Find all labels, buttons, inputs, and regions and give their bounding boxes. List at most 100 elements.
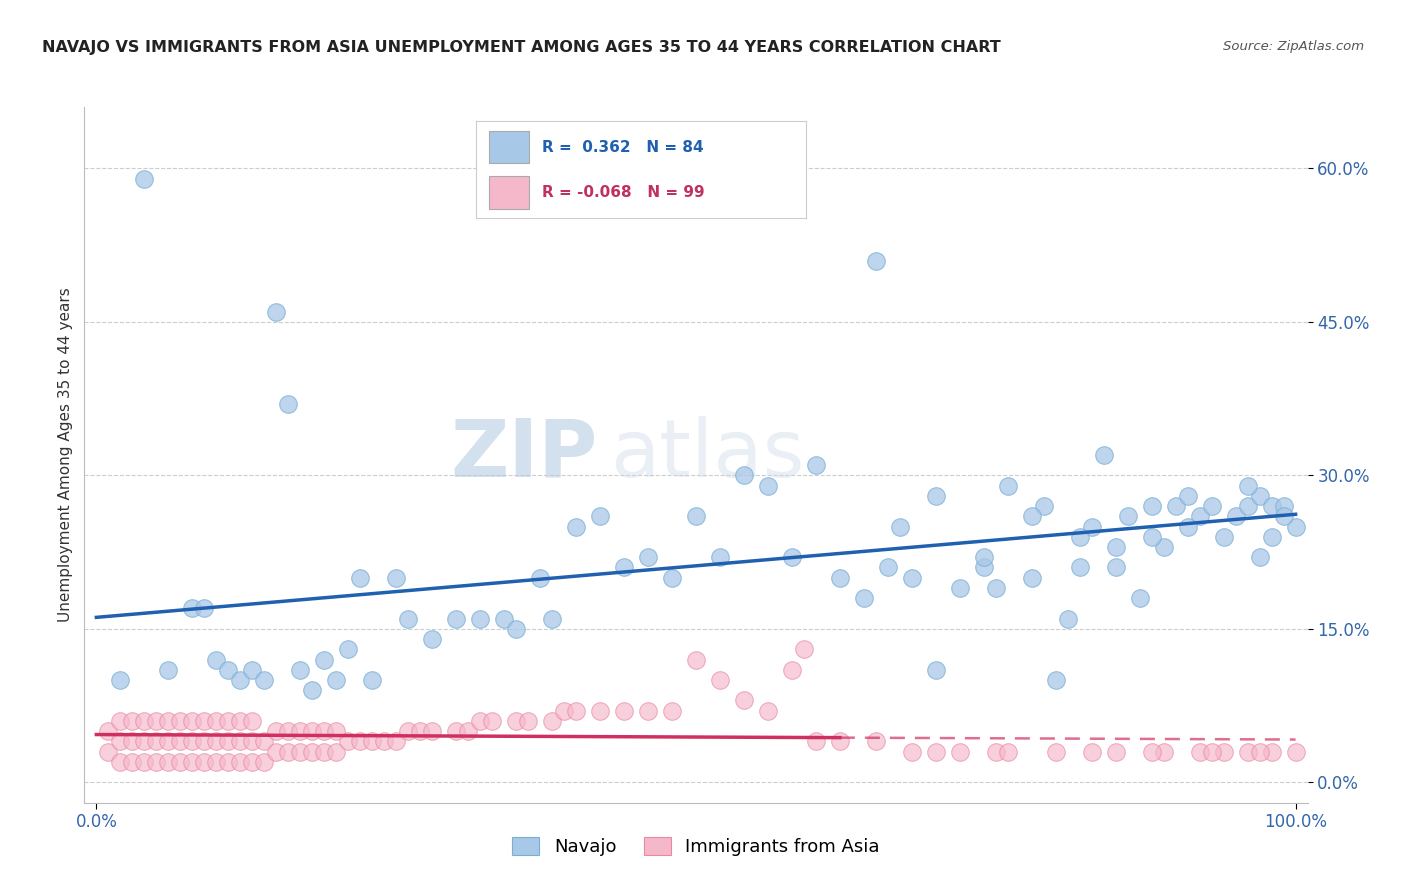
Point bbox=[780, 663, 803, 677]
Point bbox=[1045, 673, 1067, 687]
Point bbox=[457, 724, 479, 739]
Point bbox=[1032, 499, 1054, 513]
Point bbox=[637, 704, 659, 718]
Point bbox=[828, 571, 851, 585]
Point bbox=[1105, 560, 1128, 574]
Point bbox=[1249, 550, 1271, 565]
Point bbox=[337, 642, 360, 657]
Point bbox=[444, 724, 467, 739]
Point bbox=[444, 612, 467, 626]
Point bbox=[1177, 489, 1199, 503]
Point bbox=[1260, 499, 1282, 513]
Point bbox=[1021, 509, 1043, 524]
Point bbox=[205, 755, 228, 769]
Point bbox=[733, 468, 755, 483]
Point bbox=[121, 734, 143, 748]
Point bbox=[1284, 519, 1306, 533]
Point bbox=[420, 724, 443, 739]
Point bbox=[205, 652, 228, 666]
Point bbox=[1153, 745, 1175, 759]
Point bbox=[1260, 530, 1282, 544]
Text: atlas: atlas bbox=[610, 416, 804, 494]
Point bbox=[876, 560, 898, 574]
Point bbox=[481, 714, 503, 728]
Point bbox=[97, 745, 120, 759]
Point bbox=[325, 673, 347, 687]
Point bbox=[229, 714, 252, 728]
Point bbox=[529, 571, 551, 585]
Point bbox=[264, 745, 287, 759]
Point bbox=[661, 571, 683, 585]
Point bbox=[865, 253, 887, 268]
Point bbox=[193, 734, 215, 748]
Point bbox=[1069, 530, 1091, 544]
Point bbox=[277, 724, 299, 739]
Point bbox=[1212, 530, 1234, 544]
Point bbox=[361, 673, 384, 687]
Point bbox=[325, 724, 347, 739]
Point bbox=[145, 734, 167, 748]
Point bbox=[505, 714, 527, 728]
Point bbox=[290, 724, 312, 739]
Point bbox=[157, 755, 180, 769]
Point bbox=[553, 704, 575, 718]
Point bbox=[613, 560, 636, 574]
Point bbox=[925, 745, 948, 759]
Point bbox=[685, 509, 707, 524]
Point bbox=[240, 663, 263, 677]
Point bbox=[901, 745, 924, 759]
Point bbox=[264, 304, 287, 318]
Point bbox=[240, 714, 263, 728]
Point bbox=[1236, 745, 1258, 759]
Point bbox=[385, 734, 408, 748]
Point bbox=[1056, 612, 1078, 626]
Point bbox=[949, 581, 972, 595]
Point bbox=[409, 724, 432, 739]
Point bbox=[901, 571, 924, 585]
Point bbox=[229, 755, 252, 769]
Point bbox=[1212, 745, 1234, 759]
Point bbox=[565, 704, 588, 718]
Point bbox=[505, 622, 527, 636]
Point bbox=[756, 478, 779, 492]
Point bbox=[157, 714, 180, 728]
Point bbox=[925, 663, 948, 677]
Point bbox=[565, 519, 588, 533]
Point bbox=[1236, 478, 1258, 492]
Point bbox=[1284, 745, 1306, 759]
Point bbox=[1069, 560, 1091, 574]
Point bbox=[253, 755, 276, 769]
Point bbox=[997, 745, 1019, 759]
Point bbox=[373, 734, 395, 748]
Point bbox=[193, 755, 215, 769]
Point bbox=[217, 755, 239, 769]
Point bbox=[468, 714, 491, 728]
Point bbox=[134, 734, 156, 748]
Point bbox=[589, 509, 612, 524]
Point bbox=[205, 714, 228, 728]
Point bbox=[217, 734, 239, 748]
Point bbox=[804, 734, 827, 748]
Point bbox=[494, 612, 516, 626]
Point bbox=[589, 704, 612, 718]
Point bbox=[301, 745, 323, 759]
Point bbox=[193, 714, 215, 728]
Point bbox=[217, 663, 239, 677]
Point bbox=[229, 673, 252, 687]
Point bbox=[277, 397, 299, 411]
Point bbox=[314, 724, 336, 739]
Point bbox=[1116, 509, 1139, 524]
Point bbox=[1105, 540, 1128, 554]
Point bbox=[314, 652, 336, 666]
Point bbox=[157, 663, 180, 677]
Point bbox=[637, 550, 659, 565]
Point bbox=[1021, 571, 1043, 585]
Point bbox=[1260, 745, 1282, 759]
Point bbox=[1272, 499, 1295, 513]
Point bbox=[925, 489, 948, 503]
Point bbox=[145, 714, 167, 728]
Point bbox=[1188, 509, 1211, 524]
Point bbox=[193, 601, 215, 615]
Point bbox=[828, 734, 851, 748]
Point bbox=[157, 734, 180, 748]
